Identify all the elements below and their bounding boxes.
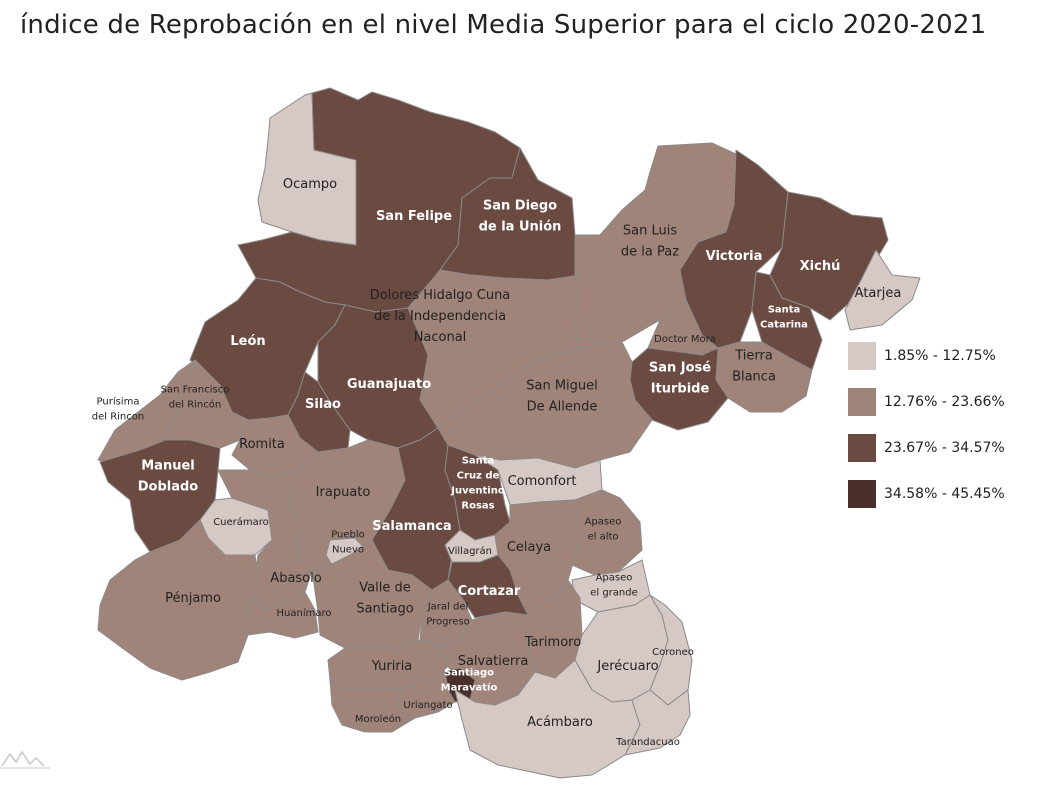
municipality-atarjea[interactable] [844, 249, 921, 331]
label-guanajuato: Guanajuato [347, 377, 431, 392]
label-victoria: Victoria [706, 249, 763, 264]
label-pueblo-nuevo: Pueblo Nuevo [331, 530, 365, 556]
municipality-tarandacuao[interactable] [624, 689, 691, 756]
municipality-huanimaro[interactable] [247, 591, 319, 639]
legend-swatch [848, 434, 876, 462]
label-salvatierra: Salvatierra [458, 654, 529, 669]
label-dolores-hidalgo: Dolores Hidalgo Cuna de la Independencia N… [370, 288, 511, 345]
label-atarjea: Atarjea [855, 286, 902, 301]
legend-label: 12.76% - 23.66% [884, 394, 1005, 410]
label-san-francisco: San Francisco del Rincón [161, 385, 230, 411]
map-title: índice de Reprobación en el nivel Media … [20, 10, 987, 40]
label-apaseo-grande: Apaseo el grande [590, 573, 638, 599]
legend: 1.85% - 12.75% 12.76% - 23.66% 23.67% - … [848, 342, 1005, 526]
label-xichu: Xichú [800, 259, 841, 274]
label-san-jose-iturbide: San José Iturbide [649, 361, 711, 397]
label-tarandacuao: Tarandacuao [615, 737, 680, 748]
label-santa-catarina: Santa Catarina [760, 305, 808, 331]
label-romita: Romita [239, 437, 285, 452]
label-san-luis-paz: San Luis de la Paz [621, 224, 679, 260]
label-manuel-doblado: Manuel Doblado [138, 459, 199, 495]
legend-item-class-1[interactable]: 1.85% - 12.75% [848, 342, 1005, 370]
label-jaral: Jaral del Progreso [426, 602, 470, 628]
municipality-salamanca[interactable] [371, 427, 461, 591]
label-penjamo: Pénjamo [165, 591, 221, 606]
label-huanimaro: Huanímaro [277, 607, 332, 619]
label-purisima: Purísima del Rincon [92, 396, 144, 423]
legend-swatch [848, 342, 876, 370]
legend-item-class-4[interactable]: 34.58% - 45.45% [848, 480, 1005, 508]
logo-icon [0, 750, 50, 769]
municipality-penjamo[interactable] [97, 519, 259, 681]
label-villagran: Villagrán [448, 545, 492, 557]
label-comonfort: Comonfort [508, 474, 577, 489]
legend-swatch [848, 480, 876, 508]
label-cueramaro: Cuerámaro [213, 516, 269, 528]
label-coroneo: Coroneo [652, 647, 694, 658]
label-abasolo: Abasolo [270, 571, 321, 586]
municipality-cortazar[interactable] [447, 554, 529, 619]
municipality-apaseo-alto[interactable] [571, 489, 643, 576]
label-leon: León [230, 334, 265, 349]
label-jerecuaro: Jerécuaro [596, 659, 658, 674]
label-cortazar: Cortazar [458, 584, 521, 599]
label-san-diego: San Diego de la Unión [479, 199, 562, 235]
label-santa-cruz: Santa Cruz de Juventino Rosas [450, 456, 505, 512]
label-tierra-blanca: Tierra Blanca [732, 349, 776, 385]
label-uriangato: Uriangato [403, 700, 452, 711]
label-ocampo: Ocampo [283, 177, 337, 192]
label-san-felipe: San Felipe [376, 209, 452, 224]
legend-label: 34.58% - 45.45% [884, 486, 1005, 502]
municipality-moroleon[interactable] [329, 679, 416, 733]
label-valle-santiago: Valle de Santiago [356, 581, 413, 617]
legend-label: 1.85% - 12.75% [884, 348, 996, 364]
label-tarimoro: Tarimoro [524, 635, 581, 650]
label-moroleon: Moroleón [355, 713, 401, 725]
label-doctor-mora: Doctor Mora [654, 334, 716, 345]
label-silao: Silao [305, 397, 341, 412]
label-acambaro: Acámbaro [527, 715, 593, 730]
label-irapuato: Irapuato [316, 485, 371, 500]
label-celaya: Celaya [507, 540, 551, 555]
label-san-miguel: San Miguel De Allende [526, 379, 598, 415]
label-santiago-maravatio: Santiago Maravatío [441, 668, 498, 694]
label-salamanca: Salamanca [372, 519, 451, 534]
legend-swatch [848, 388, 876, 416]
label-apaseo-alto: Apaseo el alto [585, 517, 622, 543]
legend-item-class-2[interactable]: 12.76% - 23.66% [848, 388, 1005, 416]
legend-label: 23.67% - 34.57% [884, 440, 1005, 456]
label-yuriria: Yuriria [371, 659, 413, 674]
legend-item-class-3[interactable]: 23.67% - 34.57% [848, 434, 1005, 462]
